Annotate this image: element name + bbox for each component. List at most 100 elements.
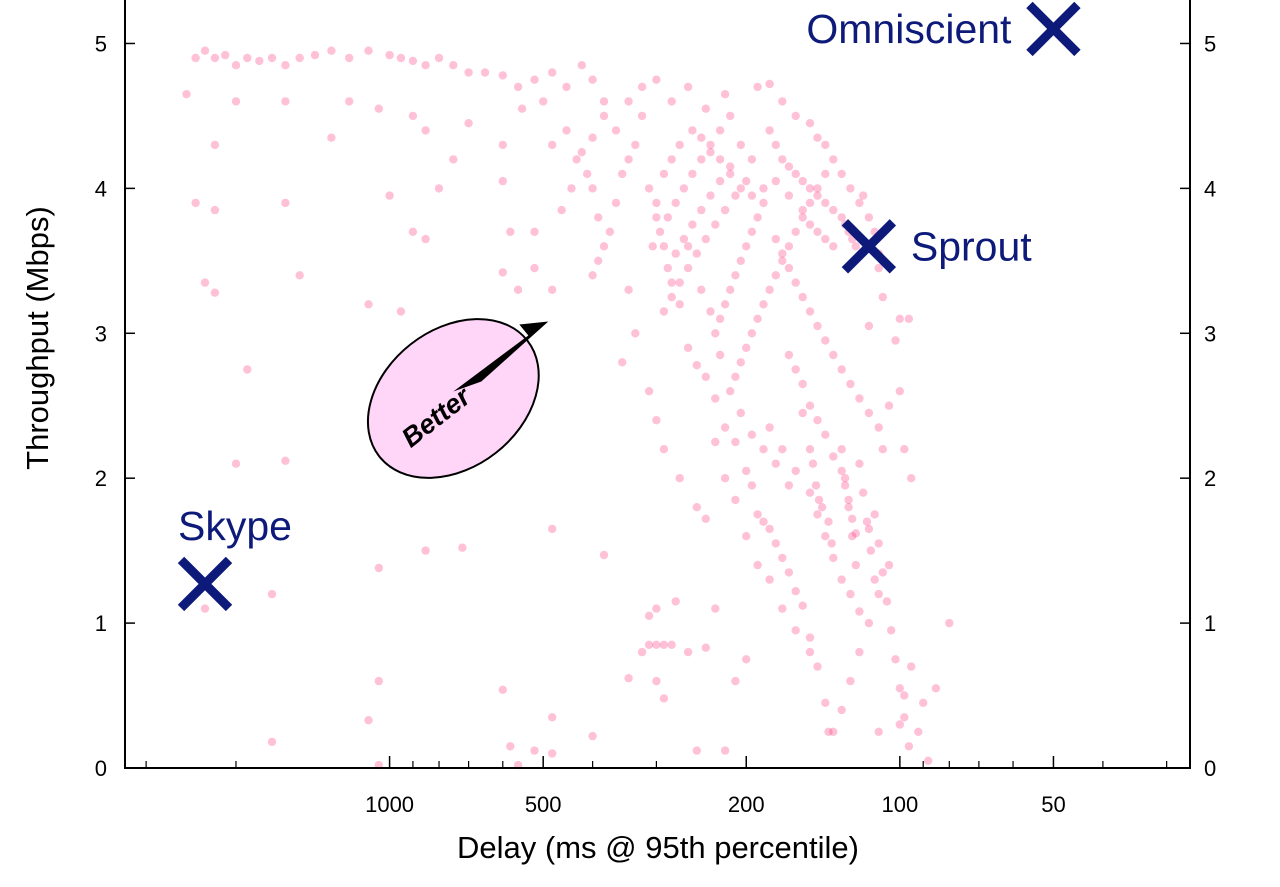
data-point (862, 517, 872, 526)
data-point (243, 365, 252, 374)
data-point (798, 292, 807, 302)
x-tick-label: 1000 (365, 792, 414, 817)
data-point (829, 155, 838, 164)
data-point (778, 604, 787, 613)
data-point (599, 97, 609, 106)
data-point (805, 633, 815, 642)
data-point (882, 597, 892, 606)
data-point (874, 423, 883, 432)
data-point (914, 727, 923, 736)
data-point (594, 213, 603, 222)
data-point (697, 133, 706, 142)
data-point (778, 445, 787, 454)
data-point (267, 53, 277, 63)
data-point (688, 169, 697, 179)
data-point (821, 698, 830, 707)
data-point (697, 285, 706, 294)
data-point (408, 56, 418, 66)
data-point (567, 184, 576, 193)
data-point (618, 169, 627, 179)
data-point (855, 198, 864, 208)
data-point (720, 205, 730, 215)
data-point (736, 256, 745, 265)
data-point (864, 524, 874, 534)
data-point (548, 749, 557, 758)
data-point (731, 495, 740, 505)
data-point (817, 503, 827, 512)
data-point (715, 155, 725, 164)
data-point (753, 510, 762, 519)
y-tick-label-right: 0 (1204, 756, 1216, 781)
sprout-label: Sprout (911, 223, 1032, 269)
x-tick-label: 50 (1041, 792, 1065, 817)
data-point (791, 111, 800, 121)
data-point (449, 60, 458, 70)
data-point (720, 90, 730, 99)
data-point (829, 553, 838, 563)
data-point (895, 720, 904, 729)
data-point (759, 198, 768, 208)
data-point (588, 133, 597, 142)
data-point (784, 350, 794, 360)
data-point (498, 685, 507, 694)
data-point (798, 408, 807, 418)
data-point (747, 430, 757, 439)
data-point (374, 676, 383, 686)
data-point (210, 205, 220, 215)
data-point (683, 82, 693, 92)
data-point (667, 292, 676, 302)
data-point (191, 53, 200, 63)
data-point (747, 329, 757, 338)
data-point (805, 445, 815, 454)
data-point (784, 162, 794, 171)
omniscient-x-stroke (1026, 1, 1081, 57)
data-point (778, 553, 787, 563)
data-point (659, 445, 669, 454)
data-point (851, 560, 860, 570)
data-point (791, 466, 800, 476)
data-point (904, 742, 914, 751)
data-point (644, 184, 654, 193)
data-point (747, 481, 757, 490)
data-point (421, 546, 430, 555)
data-point (829, 727, 838, 736)
data-point (731, 372, 740, 381)
y-tick-label: 1 (95, 611, 107, 636)
data-point (736, 408, 745, 418)
data-point (791, 278, 800, 287)
data-point (692, 746, 701, 755)
data-point (811, 481, 821, 490)
y-tick-label: 3 (95, 321, 107, 346)
data-point (798, 205, 807, 215)
data-point (824, 727, 833, 736)
data-point (742, 532, 751, 541)
skype-x-stroke (177, 556, 233, 612)
data-point (837, 169, 846, 179)
data-point (583, 169, 592, 179)
data-point (434, 53, 444, 63)
data-point (267, 737, 277, 747)
data-point (771, 539, 780, 548)
data-point (726, 169, 735, 179)
data-point (692, 361, 701, 370)
data-point (458, 543, 467, 552)
data-point (726, 285, 735, 294)
data-point (848, 514, 857, 523)
data-point (588, 184, 597, 193)
data-point (907, 662, 916, 671)
data-point (191, 198, 200, 208)
data-point (671, 249, 680, 258)
data-point (726, 162, 735, 171)
data-point (530, 75, 539, 84)
data-point (421, 126, 430, 135)
data-point (778, 155, 787, 164)
data-point (798, 176, 807, 186)
data-point (837, 705, 846, 715)
data-point (364, 46, 373, 55)
data-point (697, 155, 706, 164)
data-point (295, 53, 304, 63)
data-point (648, 242, 657, 251)
data-point (731, 271, 740, 280)
data-point (624, 97, 633, 106)
